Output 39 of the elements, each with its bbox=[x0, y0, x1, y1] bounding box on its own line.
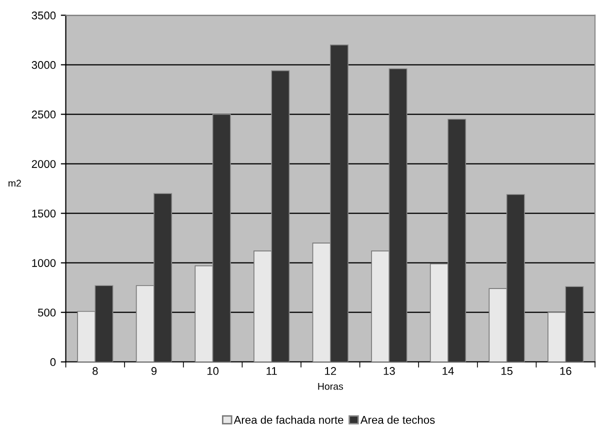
bar bbox=[388, 68, 408, 362]
legend-label: Area de techos bbox=[360, 416, 435, 424]
y-tick-label: 2500 bbox=[32, 110, 56, 118]
bar bbox=[371, 250, 390, 362]
bar bbox=[565, 286, 584, 362]
x-tick-label: 13 bbox=[384, 367, 395, 375]
x-axis-title: Horas bbox=[318, 383, 344, 390]
y-tick-label: 500 bbox=[38, 308, 56, 316]
bar bbox=[448, 118, 466, 362]
bar bbox=[154, 193, 172, 362]
y-tick-label: 1000 bbox=[32, 259, 56, 267]
x-tick-label: 10 bbox=[207, 367, 219, 375]
bar bbox=[136, 285, 154, 362]
x-tick-label: 9 bbox=[151, 367, 157, 375]
bar bbox=[506, 194, 525, 362]
bar bbox=[488, 288, 508, 362]
x-tick-label: 15 bbox=[501, 367, 513, 375]
x-tick-label: 16 bbox=[560, 367, 572, 375]
x-tick-label: 11 bbox=[266, 367, 277, 375]
x-tick-label: 12 bbox=[325, 367, 336, 375]
bar bbox=[212, 114, 231, 362]
y-tick-label: 3500 bbox=[32, 12, 56, 20]
bar bbox=[548, 312, 566, 362]
y-tick-label: 3000 bbox=[32, 61, 56, 69]
y-tick-label: 1500 bbox=[32, 210, 56, 218]
bar bbox=[312, 242, 331, 362]
bar bbox=[330, 44, 348, 362]
legend-label: Area de fachada norte bbox=[234, 416, 344, 424]
x-tick-label: 8 bbox=[92, 367, 98, 375]
bar bbox=[271, 70, 290, 362]
bar bbox=[94, 285, 114, 362]
bar bbox=[194, 265, 214, 362]
bar bbox=[77, 310, 96, 362]
y-axis-title: m2 bbox=[8, 180, 21, 187]
y-tick-label: 0 bbox=[50, 358, 56, 366]
bar bbox=[254, 250, 272, 362]
x-tick-label: 14 bbox=[442, 367, 454, 375]
y-tick-label: 2000 bbox=[32, 160, 56, 168]
bar bbox=[430, 263, 448, 362]
